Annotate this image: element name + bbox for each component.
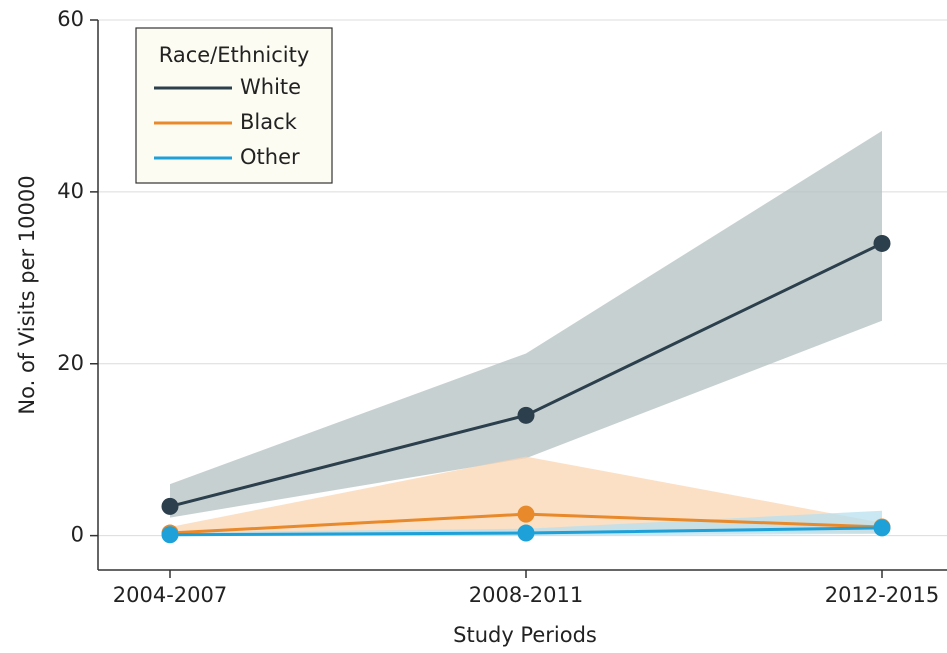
y-tick-label: 40: [57, 179, 84, 203]
y-tick-label: 0: [71, 523, 84, 547]
x-axis-label: Study Periods: [453, 623, 597, 647]
y-tick-label: 20: [57, 351, 84, 375]
confidence-band: [170, 456, 882, 536]
confidence-band: [170, 130, 882, 518]
y-axis-label: No. of Visits per 10000: [15, 175, 39, 414]
legend-label: Other: [240, 145, 300, 169]
legend-title: Race/Ethnicity: [159, 43, 310, 67]
data-point: [517, 524, 535, 542]
data-point: [161, 497, 179, 515]
x-tick-label: 2012-2015: [825, 583, 939, 607]
legend-label: White: [240, 75, 301, 99]
data-point: [873, 234, 891, 252]
data-point: [517, 505, 535, 523]
y-tick-label: 60: [57, 7, 84, 31]
data-point: [161, 526, 179, 544]
x-tick-label: 2004-2007: [113, 583, 227, 607]
legend: Race/Ethnicity White Black Other: [135, 27, 333, 184]
x-tick-label: 2008-2011: [469, 583, 583, 607]
legend-label: Black: [240, 110, 298, 134]
data-point: [517, 406, 535, 424]
data-point: [873, 519, 891, 537]
